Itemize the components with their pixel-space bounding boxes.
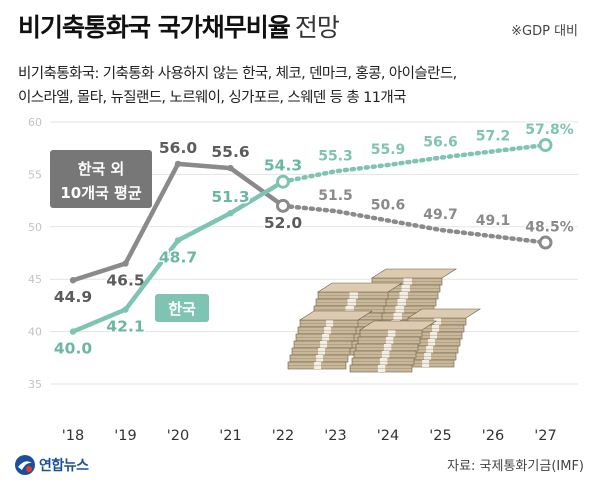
- y-tick-label: 55: [28, 168, 42, 181]
- y-tick-label: 50: [28, 221, 42, 234]
- x-tick-label: '23: [324, 428, 346, 444]
- data-label: 48.7: [159, 248, 197, 266]
- data-label: 57.2: [476, 128, 511, 144]
- data-label: 51.5: [318, 188, 353, 204]
- data-point: [174, 160, 182, 168]
- data-point: [174, 237, 182, 244]
- series-line-forecast: [280, 203, 548, 245]
- x-tick-label: '25: [429, 428, 451, 444]
- money-top: [406, 308, 482, 319]
- data-label: 55.9: [371, 142, 406, 158]
- y-tick-label: 60: [28, 116, 42, 129]
- series-line-forecast: [280, 142, 548, 184]
- data-point: [122, 260, 129, 267]
- data-point-marker: [538, 235, 553, 250]
- money-top: [316, 282, 404, 293]
- data-label: 51.3: [211, 188, 249, 206]
- title-row: 비기축통화국 국가채무비율 전망 ※GDP 대비: [18, 8, 584, 44]
- legend-avg: 한국 외 10개국 평균: [50, 150, 152, 208]
- data-label: 57.8%: [525, 122, 574, 138]
- data-point-marker: [276, 174, 290, 189]
- legend-avg-box: [50, 150, 152, 208]
- data-label: 46.5: [106, 271, 144, 289]
- data-point: [69, 328, 77, 335]
- data-point: [69, 277, 77, 284]
- x-tick-label: '24: [377, 428, 399, 444]
- data-label: 42.1: [106, 318, 144, 336]
- data-point: [227, 164, 234, 172]
- x-tick-label: '19: [114, 428, 136, 444]
- data-label: 56.6: [423, 135, 458, 151]
- data-label: 49.7: [423, 207, 458, 223]
- description: 비기축통화국: 기축통화 사용하지 않는 한국, 체코, 덴마크, 홍콩, 아이…: [18, 62, 588, 110]
- data-point: [227, 209, 234, 217]
- logo-text: 연합뉴스: [39, 458, 89, 474]
- legend-korea: 한국: [155, 294, 209, 322]
- data-point-marker: [538, 138, 553, 153]
- x-tick-label: '26: [482, 428, 504, 444]
- page-title-suffix: 전망: [294, 13, 340, 42]
- legend-korea-text: 한국: [168, 300, 196, 318]
- y-tick-label: 35: [28, 378, 42, 391]
- unit-note: ※GDP 대비: [511, 24, 578, 39]
- data-label: 50.6: [371, 198, 406, 214]
- money-stack-illustration: [287, 268, 482, 373]
- series-korea: 40.0 42.1 48.7 51.3 54.3 55.3 55.9 56.6 57.2 57.8…: [52, 121, 575, 360]
- legend-avg-text: 한국 외: [78, 160, 125, 178]
- description-line-2: 이스라엘, 몰타, 뉴질랜드, 노르웨이, 싱가포르, 스웨덴 등 총 11개국: [18, 90, 406, 106]
- y-tick-label: 45: [28, 273, 42, 286]
- money-top: [358, 320, 438, 331]
- x-tick-label: '22: [272, 428, 294, 444]
- data-label: 44.9: [54, 288, 92, 306]
- data-label: 40.0: [54, 340, 92, 358]
- x-tick-label: '20: [167, 428, 189, 444]
- y-tick-label: 40: [28, 326, 42, 339]
- page-title: 비기축통화국 국가채무비율: [18, 13, 291, 42]
- data-label: 55.6: [211, 143, 249, 161]
- x-tick-label: '27: [534, 428, 556, 444]
- data-point: [122, 306, 129, 313]
- description-line-1: 비기축통화국: 기축통화 사용하지 않는 한국, 체코, 덴마크, 홍콩, 아이…: [18, 66, 457, 82]
- source-note: 자료: 국제통화기금(IMF): [447, 459, 584, 474]
- money-top: [298, 310, 374, 321]
- money-top: [370, 268, 458, 279]
- data-label: 56.0: [159, 139, 197, 157]
- series-avg: 44.9 46.5 56.0 55.6 52.0 51.5 50.6 49.7 49.1 48.5…: [52, 137, 575, 307]
- data-point-marker: [276, 198, 290, 213]
- legend-avg-text: 10개국 평균: [60, 184, 141, 202]
- yonhap-logo-icon: [15, 455, 35, 475]
- legend-korea-box: [155, 294, 209, 322]
- data-label: 54.3: [264, 157, 302, 175]
- x-tick-label: '18: [62, 428, 84, 444]
- data-label: 49.1: [476, 213, 511, 229]
- data-label: 55.3: [318, 148, 353, 164]
- data-label: 52.0: [264, 214, 302, 232]
- x-tick-label: '21: [219, 428, 241, 444]
- data-label: 48.5%: [525, 220, 574, 236]
- logo: 연합뉴스: [14, 454, 89, 476]
